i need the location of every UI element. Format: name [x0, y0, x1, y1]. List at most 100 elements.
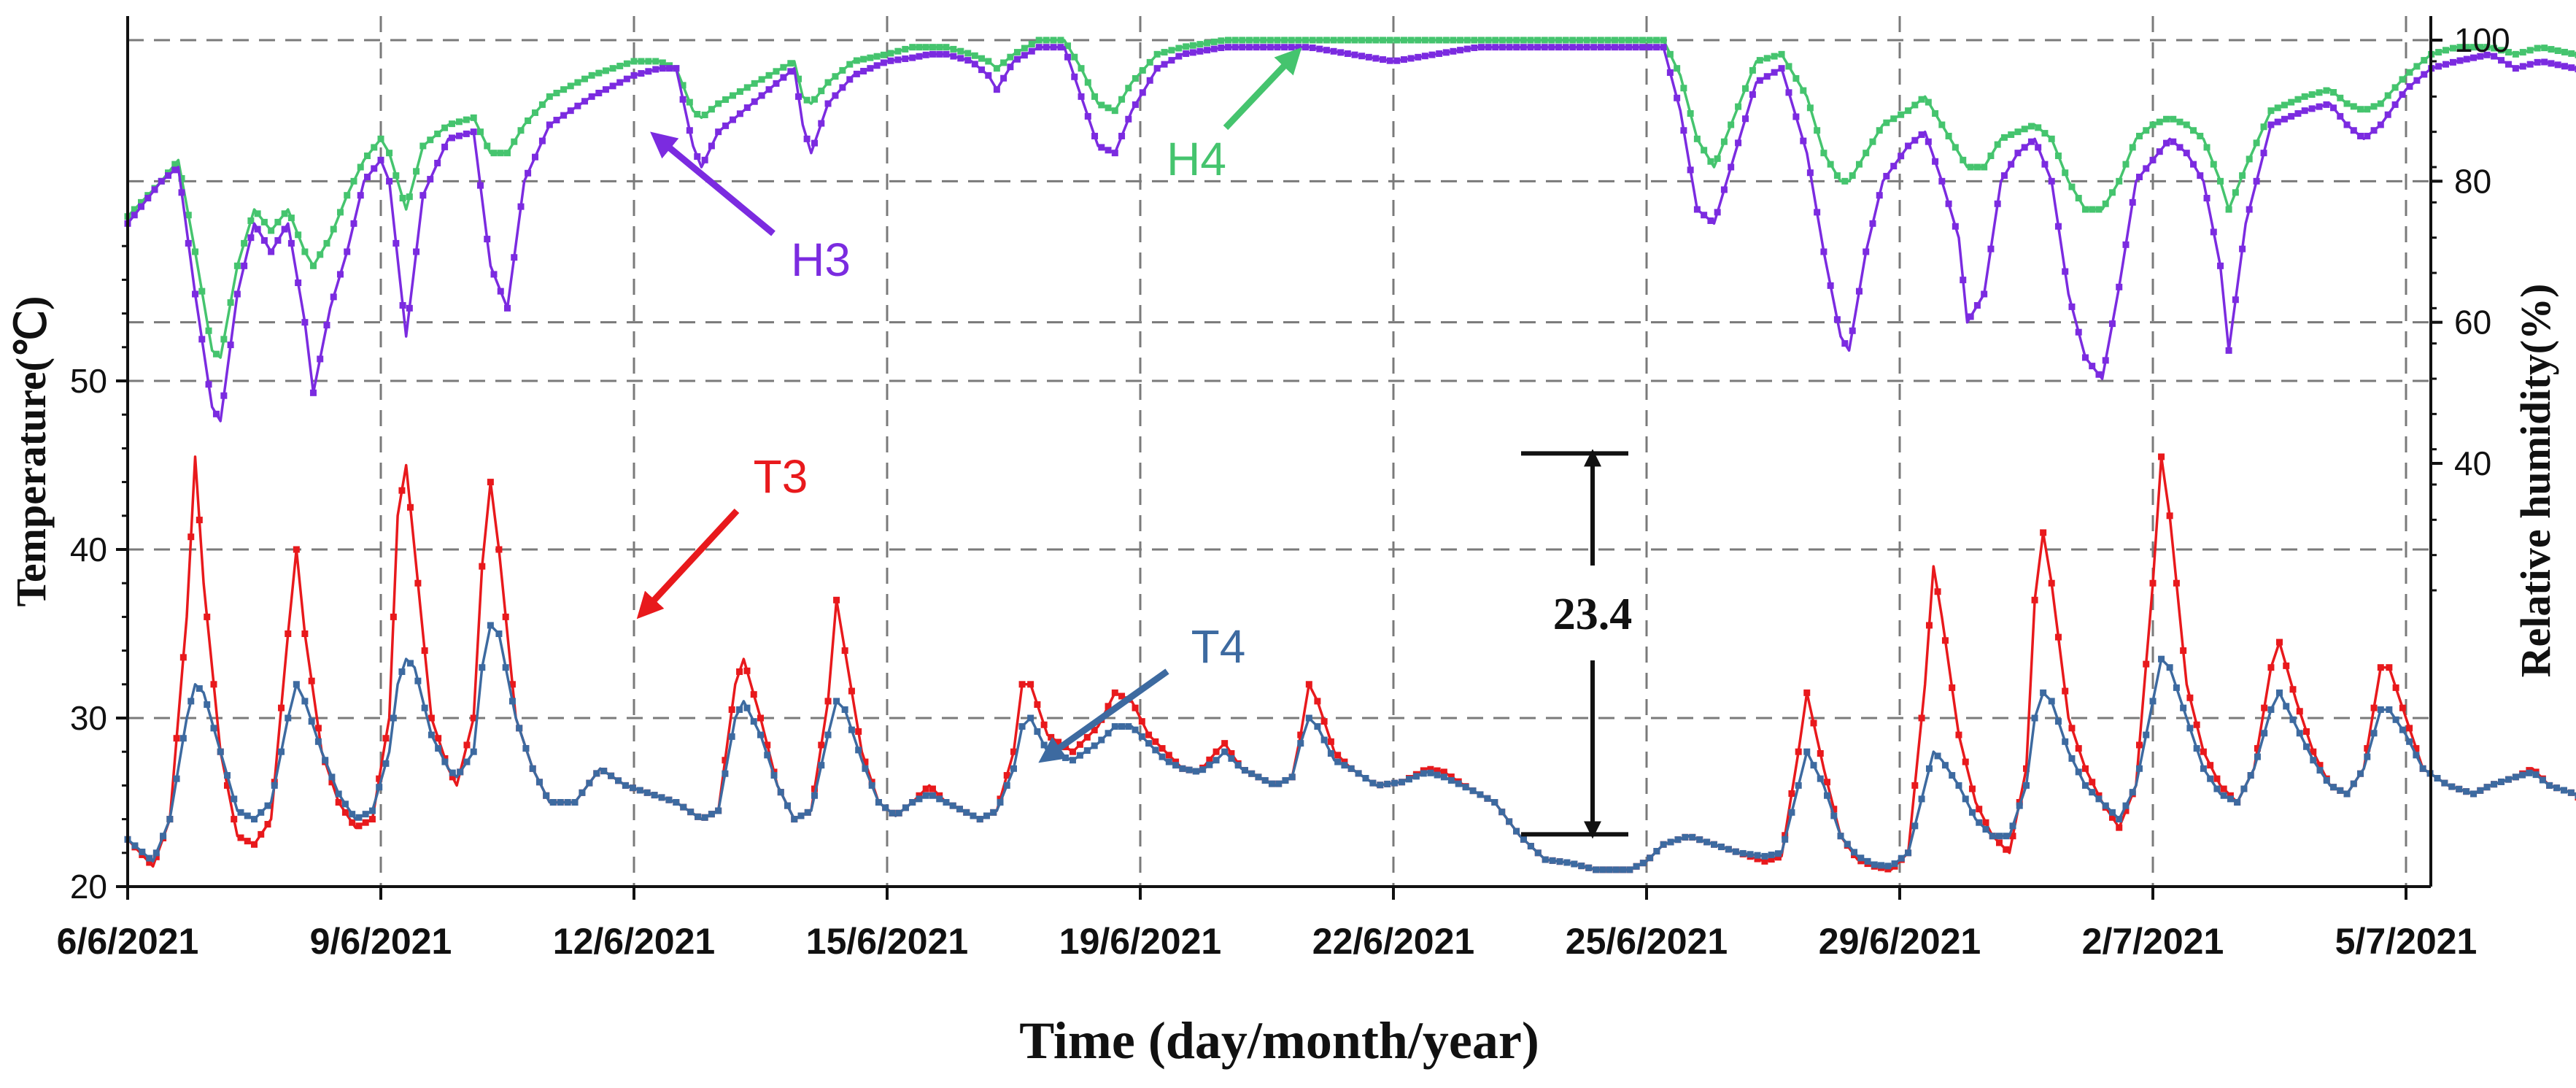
point-H4 — [1358, 36, 1366, 44]
point-T3 — [441, 755, 449, 762]
point-H3 — [1701, 212, 1708, 219]
point-T4 — [1145, 740, 1153, 747]
point-T3 — [1962, 758, 1969, 765]
point-T4 — [2193, 745, 2200, 752]
point-H4 — [2294, 96, 2302, 103]
point-H4 — [2301, 93, 2308, 100]
point-T4 — [916, 795, 923, 803]
point-H3 — [916, 53, 923, 60]
point-H3 — [2337, 112, 2344, 120]
point-H4 — [441, 124, 449, 131]
point-T4 — [2519, 771, 2526, 779]
point-H3 — [2102, 357, 2109, 364]
point-H3 — [2308, 105, 2316, 112]
point-H4 — [2281, 101, 2288, 109]
point-H3 — [247, 234, 255, 242]
point-H4 — [2343, 100, 2351, 107]
point-T4 — [421, 704, 428, 711]
point-H4 — [1436, 36, 1443, 44]
point-H3 — [2505, 61, 2512, 68]
point-T4 — [1830, 812, 1838, 819]
point-H4 — [957, 47, 964, 55]
point-H4 — [2260, 123, 2267, 131]
point-H4 — [787, 60, 794, 67]
point-H3 — [1555, 44, 1563, 51]
point-H4 — [722, 96, 730, 103]
point-H4 — [336, 209, 344, 216]
point-T3 — [2023, 765, 2030, 772]
point-H3 — [427, 176, 434, 183]
point-T4 — [2075, 768, 2082, 776]
point-H4 — [839, 66, 846, 74]
point-H3 — [839, 84, 846, 91]
point-T3 — [1925, 622, 1933, 629]
point-T4 — [1405, 776, 1412, 783]
point-T4 — [1754, 852, 1761, 859]
point-T4 — [2434, 775, 2441, 782]
point-H4 — [2041, 130, 2049, 137]
point-H4 — [1183, 43, 1190, 50]
point-T4 — [2135, 765, 2143, 772]
point-T4 — [1682, 833, 1689, 841]
point-H3 — [363, 174, 371, 181]
point-H3 — [241, 262, 248, 269]
point-T3 — [757, 714, 764, 722]
point-H4 — [623, 60, 630, 67]
point-H3 — [2534, 58, 2541, 66]
point-H4 — [1863, 150, 1870, 157]
point-H3 — [736, 110, 743, 117]
point-T3 — [2009, 833, 2016, 840]
point-T4 — [2102, 802, 2109, 809]
point-T3 — [2116, 824, 2123, 831]
point-T4 — [1689, 833, 1696, 841]
point-H4 — [2316, 89, 2323, 96]
series-T4 — [124, 622, 2576, 873]
point-T4 — [1341, 762, 1348, 769]
point-H3 — [399, 301, 406, 309]
point-H4 — [1833, 172, 1841, 180]
point-T3 — [2316, 762, 2324, 769]
point-H3 — [2561, 63, 2568, 70]
point-H3 — [2014, 150, 2022, 157]
point-T4 — [728, 733, 735, 740]
point-H3 — [2143, 165, 2150, 172]
x-tick-label: 25/6/2021 — [1566, 921, 1728, 962]
point-H4 — [2561, 48, 2568, 55]
point-T4 — [2491, 781, 2498, 788]
point-H3 — [595, 90, 603, 96]
point-H4 — [2239, 172, 2246, 180]
point-H4 — [743, 84, 751, 91]
point-T4 — [1647, 854, 1654, 862]
point-T4 — [2129, 789, 2136, 796]
point-T4 — [2448, 783, 2456, 790]
point-H4 — [929, 44, 936, 51]
point-H3 — [386, 177, 393, 185]
point-H3 — [1153, 65, 1161, 72]
point-H3 — [2068, 303, 2076, 310]
point-H3 — [2149, 156, 2157, 163]
point-T3 — [196, 517, 203, 524]
point-H4 — [538, 101, 546, 108]
point-H3 — [1021, 52, 1028, 59]
label-H4: H4 — [1167, 133, 1226, 185]
point-H4 — [751, 80, 758, 87]
point-H3 — [880, 59, 887, 66]
point-T4 — [1982, 825, 1989, 833]
point-H4 — [1111, 107, 1118, 115]
point-T3 — [244, 838, 251, 845]
point-H4 — [887, 50, 894, 57]
point-T4 — [2081, 782, 2089, 789]
point-H4 — [553, 90, 560, 96]
point-H4 — [1043, 36, 1050, 44]
point-H3 — [1415, 53, 1422, 61]
point-H4 — [1013, 49, 1021, 56]
x-tick-label: 6/6/2021 — [57, 921, 199, 962]
point-H4 — [1125, 85, 1132, 92]
point-H3 — [773, 80, 780, 87]
point-H3 — [1175, 53, 1183, 60]
point-H3 — [2008, 161, 2015, 168]
point-H4 — [795, 75, 802, 82]
point-H3 — [588, 93, 595, 100]
point-H3 — [1541, 44, 1548, 51]
point-T3 — [2364, 745, 2371, 752]
